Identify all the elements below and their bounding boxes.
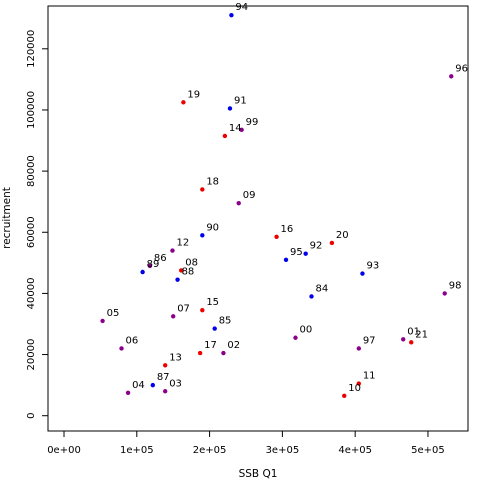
data-point-label: 02 [227, 340, 240, 351]
data-point-label: 97 [363, 335, 376, 346]
data-point-label: 96 [455, 63, 468, 74]
y-tick-label: 120000 [26, 30, 37, 68]
data-points: 94 96 19 91 99 14 18 09 90 16 20 12 92 95 86 08 89 93 88 98… [100, 2, 468, 399]
data-point-label: 89 [147, 259, 160, 270]
data-point [170, 248, 175, 253]
data-point [181, 100, 186, 105]
data-point-label: 93 [366, 261, 379, 272]
data-point [170, 314, 176, 319]
data-point [179, 268, 184, 273]
data-point [309, 294, 314, 299]
data-point [200, 308, 205, 313]
data-point-label: 03 [169, 378, 182, 389]
data-point [303, 251, 308, 256]
data-point [212, 326, 217, 331]
data-point-label: 86 [154, 253, 167, 264]
x-tick-label: 3e+05 [266, 445, 300, 456]
x-tick-label: 1e+05 [120, 445, 154, 456]
data-point-label: 95 [290, 247, 303, 258]
y-axis-title: recruitment [1, 187, 13, 249]
data-point-label: 04 [132, 380, 145, 391]
data-point-label: 01 [407, 326, 420, 337]
data-point [356, 381, 362, 386]
data-point [150, 382, 156, 388]
data-point-label: 21 [415, 329, 428, 340]
x-tick-label: 2e+05 [193, 445, 227, 456]
data-point [442, 291, 447, 296]
y-tick-label: 20000 [26, 339, 37, 371]
data-point [449, 74, 454, 79]
data-point [140, 269, 145, 275]
data-point [229, 12, 234, 18]
data-point [119, 346, 124, 351]
data-point [162, 363, 168, 368]
data-point [162, 389, 168, 394]
data-point [227, 106, 233, 111]
plot-frame [47, 5, 469, 432]
data-point-label: 99 [246, 117, 259, 128]
data-point [200, 187, 205, 192]
data-point [125, 390, 131, 395]
data-point [409, 340, 414, 345]
data-point-label: 20 [336, 230, 349, 241]
x-tick-label: 0e+00 [47, 445, 81, 456]
data-point-label: 87 [157, 372, 170, 383]
x-axis-title: SSB Q1 [239, 468, 278, 480]
data-point-label: 15 [206, 297, 219, 308]
data-point [274, 234, 279, 240]
data-point-label: 92 [310, 241, 323, 252]
data-point [360, 271, 365, 276]
data-point-label: 88 [182, 267, 195, 278]
data-point [356, 346, 362, 351]
data-point [342, 393, 347, 399]
data-point [100, 318, 105, 324]
data-point-label: 09 [243, 190, 256, 201]
data-point [200, 233, 205, 238]
data-point-label: 10 [348, 383, 361, 394]
data-point [222, 133, 228, 139]
y-tick-label: 0 [26, 413, 37, 419]
data-point [283, 257, 289, 262]
data-point-label: 16 [281, 224, 294, 235]
data-point [197, 350, 203, 356]
data-point [147, 263, 153, 269]
y-tick-label: 80000 [26, 155, 37, 187]
data-point-label: 07 [177, 303, 190, 314]
data-point-label: 91 [234, 95, 247, 106]
data-point-label: 17 [204, 340, 217, 351]
x-tick-label: 5e+05 [411, 445, 445, 456]
data-point [236, 201, 241, 206]
x-tick-label: 4e+05 [338, 445, 372, 456]
data-point-label: 98 [449, 280, 462, 291]
y-tick-label: 40000 [26, 278, 37, 310]
data-point-label: 90 [206, 222, 219, 233]
data-point [401, 337, 406, 342]
data-point [329, 240, 335, 246]
data-point-label: 84 [316, 283, 329, 294]
data-point-label: 05 [107, 308, 120, 319]
data-point-label: 13 [169, 352, 182, 363]
data-point-label: 00 [299, 325, 312, 336]
data-point [221, 350, 226, 356]
data-point-label: 19 [187, 89, 200, 100]
x-axis: 0e+00 1e+05 2e+05 3e+05 4e+05 5e+05 [47, 431, 445, 456]
data-point [175, 277, 180, 282]
data-point-label: 06 [126, 335, 139, 346]
data-point-label: 14 [229, 123, 242, 134]
data-point-label: 18 [206, 176, 219, 187]
data-point-label: 94 [235, 2, 248, 13]
data-point-label: 85 [219, 316, 232, 327]
y-axis: 0 20000 40000 60000 80000 100000 120000 [26, 30, 48, 419]
y-tick-label: 60000 [26, 216, 37, 248]
y-tick-label: 100000 [26, 91, 37, 129]
data-point-label: 08 [185, 257, 198, 268]
data-point-label: 11 [363, 371, 376, 382]
data-point-label: 12 [176, 238, 189, 249]
data-point [239, 127, 244, 133]
data-point [293, 335, 298, 340]
